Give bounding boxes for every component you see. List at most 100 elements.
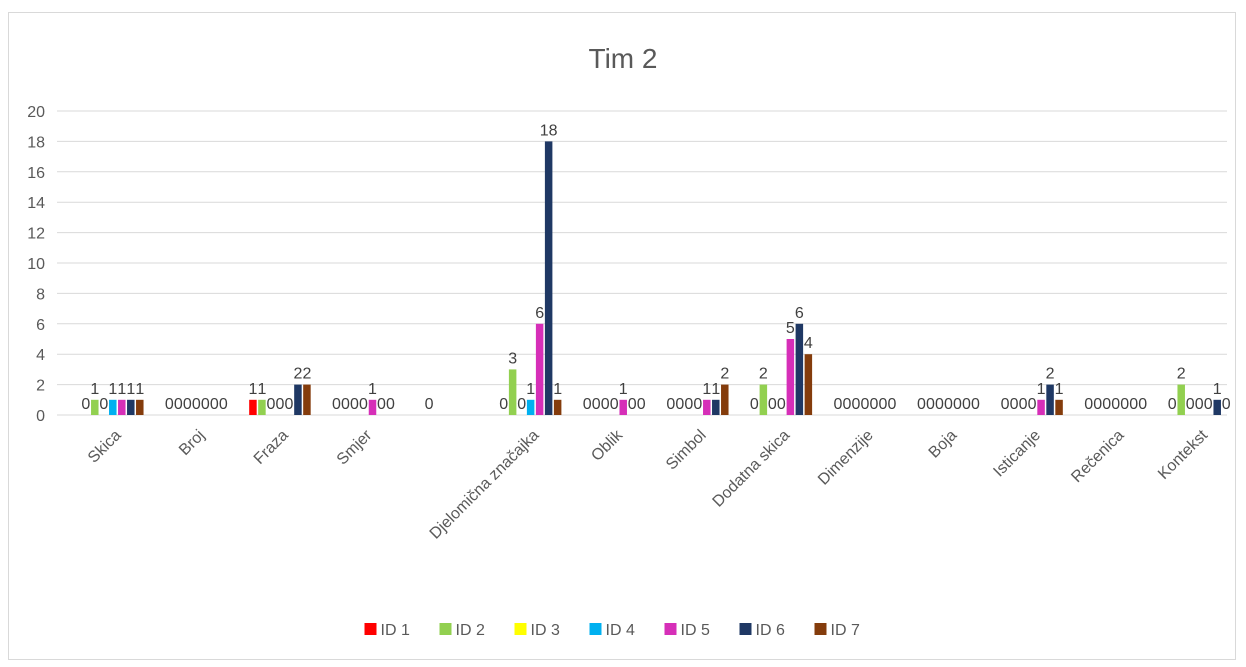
category-label: Dodatna skica (710, 427, 794, 511)
data-label: 0 (851, 396, 860, 413)
legend-label: ID 5 (681, 622, 710, 639)
bar (703, 399, 711, 415)
bar (127, 399, 135, 415)
legend-item: ID 2 (439, 622, 485, 639)
data-label: 1 (1037, 381, 1046, 398)
bar (544, 141, 553, 415)
legend-item: ID 4 (589, 622, 635, 639)
data-label: 0 (917, 396, 926, 413)
bar (294, 384, 302, 415)
data-label: 1 (248, 381, 257, 398)
category-label: Skica (85, 427, 125, 467)
data-label: 0 (926, 396, 935, 413)
data-label: 2 (293, 366, 302, 383)
y-tick-label: 20 (27, 104, 45, 121)
category-label: Fraza (251, 427, 292, 468)
data-label: 0 (971, 396, 980, 413)
data-label: 1 (90, 381, 99, 398)
legend-label: ID 2 (456, 622, 485, 639)
data-label: 1 (553, 381, 562, 398)
legend-item: ID 1 (364, 622, 410, 639)
category-label: Simbol (663, 427, 710, 474)
data-label: 0 (266, 396, 275, 413)
legend-item: ID 5 (664, 622, 710, 639)
y-tick-label: 10 (27, 256, 45, 273)
y-tick-label: 2 (36, 378, 45, 395)
data-label: 0 (953, 396, 962, 413)
data-label: 0 (833, 396, 842, 413)
data-label: 0 (99, 396, 108, 413)
y-tick-label: 16 (27, 165, 45, 182)
data-label: 0 (275, 396, 284, 413)
data-label: 2 (1046, 366, 1055, 383)
legend-swatch (814, 623, 827, 635)
data-label: 0 (878, 396, 887, 413)
data-label: 5 (786, 320, 795, 337)
data-label: 0 (583, 396, 592, 413)
bar (118, 399, 126, 415)
bar (786, 339, 795, 415)
y-axis-ticks: 0 2 4 6 8 10 12 14 16 18 20 (27, 104, 45, 425)
data-label: 0 (935, 396, 944, 413)
bar (1046, 384, 1054, 415)
y-tick-label: 0 (36, 408, 45, 425)
bar (795, 323, 804, 415)
y-tick-label: 18 (27, 134, 45, 151)
data-label: 0 (842, 396, 851, 413)
data-label: 0 (944, 396, 953, 413)
category-label: Boja (926, 427, 961, 462)
data-label: 0 (1019, 396, 1028, 413)
bar (526, 399, 535, 415)
data-label: 0 (192, 396, 201, 413)
data-label: 0 (219, 396, 228, 413)
data-label: 0 (386, 396, 395, 413)
data-label: 0 (887, 396, 896, 413)
data-label: 0 (962, 396, 971, 413)
data-label: 1 (619, 381, 628, 398)
legend-label: ID 1 (381, 622, 410, 639)
data-label: 1 (126, 381, 135, 398)
bar (249, 399, 257, 415)
data-label: 1 (108, 381, 117, 398)
category-label: Smjer (334, 426, 376, 468)
data-label: 0 (1129, 396, 1138, 413)
bar (619, 399, 627, 415)
data-label: 0 (869, 396, 878, 413)
data-label: 1 (711, 381, 720, 398)
legend-swatch (664, 623, 677, 635)
y-tick-label: 8 (36, 286, 45, 303)
data-label: 0 (1028, 396, 1037, 413)
data-label: 0 (81, 396, 90, 413)
category-label: Djelomična značajka (427, 427, 543, 543)
bar (136, 399, 144, 415)
legend: ID 1 ID 2 ID 3 ID 4 ID 5 ID 6 ID 7 (364, 622, 860, 639)
legend-swatch (439, 623, 452, 635)
data-label: 0 (377, 396, 386, 413)
data-label: 0 (1084, 396, 1093, 413)
data-label: 0 (1102, 396, 1111, 413)
bar (1177, 384, 1185, 415)
category-label: Dimenzije (815, 427, 877, 489)
category-label: Oblik (588, 426, 627, 465)
data-label: 0 (210, 396, 219, 413)
data-label: 0 (684, 396, 693, 413)
data-label: 1 (257, 381, 266, 398)
chart-title: Tim 2 (589, 43, 658, 74)
data-label: 2 (720, 366, 729, 383)
legend-label: ID 4 (606, 622, 635, 639)
data-label: 0 (860, 396, 869, 413)
data-label: 1 (702, 381, 711, 398)
data-label: 0 (628, 396, 637, 413)
data-label: 0 (1010, 396, 1019, 413)
category-label: Kontekst (1155, 426, 1211, 482)
bar (368, 399, 377, 415)
data-label: 3 (508, 350, 517, 367)
bar (1055, 399, 1063, 415)
data-label: 0 (332, 396, 341, 413)
legend-swatch (364, 623, 377, 635)
data-label: 0 (425, 396, 434, 413)
data-label: 0 (341, 396, 350, 413)
data-label: 0 (359, 396, 368, 413)
